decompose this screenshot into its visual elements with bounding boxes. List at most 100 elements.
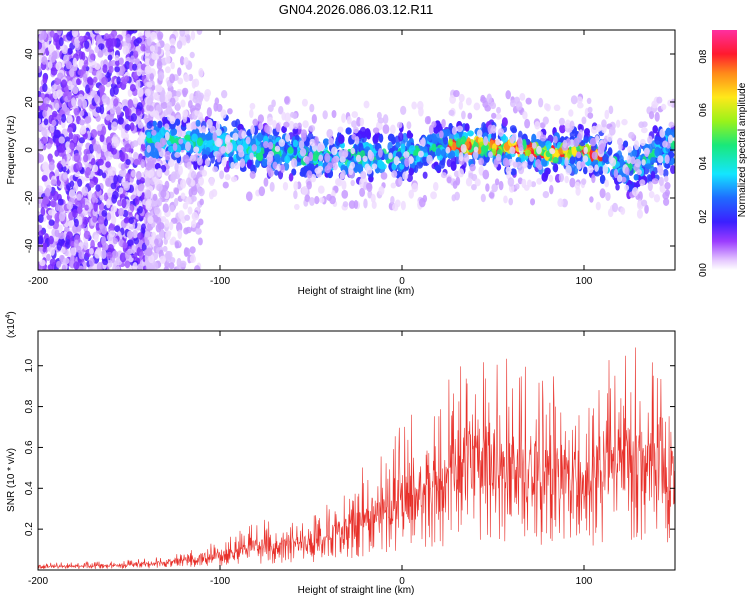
spectrogram-cell xyxy=(257,151,264,162)
spectrogram-cell xyxy=(96,124,103,132)
spectrogram-cell xyxy=(146,104,151,111)
spectrogram-cell xyxy=(99,134,105,143)
spectrogram-cell xyxy=(108,43,114,52)
spectrogram-cell xyxy=(127,239,134,246)
spectrogram-cell xyxy=(206,107,212,118)
spectrogram-cell xyxy=(648,191,655,199)
spectrogram-cell xyxy=(76,78,81,86)
spectrogram-cell xyxy=(345,127,352,135)
spectrogram-cell xyxy=(460,143,467,153)
spectrogram-cell xyxy=(177,67,182,77)
spectrogram-cell xyxy=(430,191,437,200)
spectrogram-cell xyxy=(448,123,453,132)
spectrogram-cell xyxy=(52,110,58,118)
spectrogram-cell xyxy=(88,77,94,86)
spectrogram-cell xyxy=(133,237,140,245)
spectrogram-cell xyxy=(517,130,523,140)
spectrogram-cell xyxy=(359,187,366,198)
spectrogram-cell xyxy=(299,147,307,157)
spectrogram-cell xyxy=(640,138,646,147)
spectrogram-cell xyxy=(50,199,57,208)
spectrogram-cell xyxy=(56,260,62,269)
spectrogram-cell xyxy=(297,122,302,130)
spectrogram-cell xyxy=(448,138,453,147)
spectrogram-cell xyxy=(73,182,79,192)
spectrogram-cell xyxy=(162,203,169,213)
spectrogram-cell xyxy=(124,107,130,118)
spectrogram-cell xyxy=(455,138,462,148)
spectrogram-cell xyxy=(48,235,54,245)
spectrogram-cell xyxy=(496,106,501,114)
spectrogram-cell xyxy=(78,137,86,144)
spectrogram-cell xyxy=(90,53,96,61)
spectrogram-cell xyxy=(282,181,289,191)
spectrogram-cell xyxy=(553,104,561,112)
spectrogram-cell xyxy=(177,77,184,85)
spectrogram-cell xyxy=(127,30,135,35)
spectrogram-cell xyxy=(153,206,161,215)
spectrogram-cell xyxy=(122,241,128,249)
spectrogram-cell xyxy=(129,203,135,211)
spectrogram-cell xyxy=(129,84,136,92)
spectrogram-cell xyxy=(456,125,464,133)
spectrogram-cell xyxy=(111,121,118,131)
spectrogram-cell xyxy=(173,187,180,195)
spectrogram-cell xyxy=(154,238,159,246)
spectrogram-cell xyxy=(76,206,83,215)
spectrogram-cell xyxy=(559,124,566,134)
spectrogram-cell xyxy=(284,155,291,164)
spectrogram-cell xyxy=(130,170,136,178)
spectrogram-cell xyxy=(80,197,86,204)
spectrogram-cell xyxy=(132,262,138,270)
spectrogram-cell xyxy=(110,205,118,213)
spectrogram-cell xyxy=(252,118,259,126)
spectrogram-cell xyxy=(146,198,152,206)
spectrogram-cell xyxy=(620,207,626,215)
spectrogram-cell xyxy=(576,96,583,104)
spectrogram-cell xyxy=(288,120,295,131)
spectrogram-cell xyxy=(467,112,473,120)
spectrogram-cell xyxy=(92,216,98,223)
spectrogram-cell xyxy=(149,73,155,81)
spectrogram-cell xyxy=(564,175,569,184)
spectrogram-cell xyxy=(314,196,320,205)
spectrogram-cell xyxy=(73,239,79,248)
spectrogram-cell xyxy=(151,53,157,60)
spectrogram-cell xyxy=(183,57,189,66)
spectrogram-cell xyxy=(196,30,203,36)
spectrogram-cell xyxy=(107,54,113,61)
spectrogram-cell xyxy=(619,158,625,168)
spectrogram-cell xyxy=(641,127,648,134)
spectrogram-cell xyxy=(101,210,108,217)
spectrogram-cell xyxy=(648,111,655,120)
spectrogram-cell xyxy=(508,197,514,206)
spectrogram-cell xyxy=(621,118,628,126)
spectrogram-cell xyxy=(198,111,204,122)
spectrogram-cell xyxy=(491,124,497,134)
spectrogram-cell xyxy=(650,156,657,163)
spectrogram-cell xyxy=(144,231,151,238)
spectrogram-cell xyxy=(132,63,138,71)
spectrogram-cell xyxy=(219,170,225,180)
spectrogram-cell xyxy=(334,178,342,186)
spectrogram-cell xyxy=(177,229,183,240)
spectrogram-cell xyxy=(83,59,89,68)
spectrogram-cell xyxy=(495,113,502,120)
spectrogram-cell xyxy=(522,111,528,120)
spectrogram-cell xyxy=(116,76,121,85)
spectrogram-cell xyxy=(110,147,118,155)
spectrogram-cell xyxy=(465,177,473,187)
spectrogram-cell xyxy=(105,180,112,187)
spectrogram-cell xyxy=(380,172,388,180)
spectrogram-cell xyxy=(122,45,130,55)
spectrogram-cell xyxy=(583,134,589,144)
spectrogram-cell xyxy=(58,136,66,144)
spectrogram-cell xyxy=(97,215,105,225)
spectrogram-cell xyxy=(73,261,80,270)
spectrogram-cell xyxy=(112,264,118,270)
spectrogram-cell xyxy=(577,123,583,131)
spectrogram-cell xyxy=(398,131,404,142)
spectrogram-cell xyxy=(44,187,51,198)
spectrogram-cell xyxy=(542,116,549,125)
spectrogram-cell xyxy=(120,163,126,171)
